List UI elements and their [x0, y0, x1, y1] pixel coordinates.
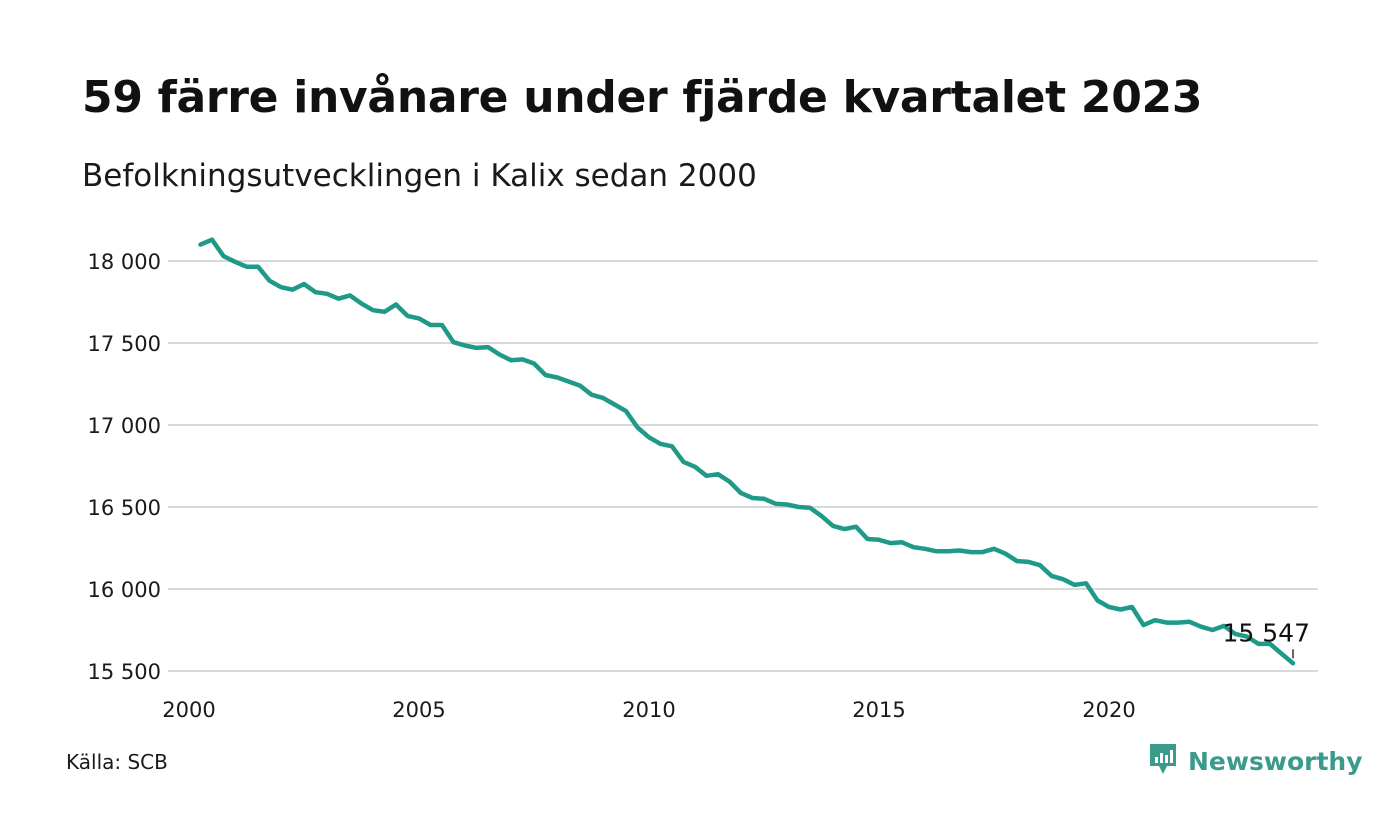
annotation-layer: 15 547 [1223, 618, 1310, 659]
x-tick-label: 2005 [392, 698, 445, 722]
x-tick-label: 2010 [622, 698, 675, 722]
newsworthy-logo-icon [1148, 742, 1178, 780]
end-value-label: 15 547 [1223, 618, 1310, 647]
brand-name: Newsworthy [1188, 746, 1363, 776]
x-tick-label: 2015 [852, 698, 905, 722]
series-layer [198, 237, 1296, 666]
gridlines [168, 260, 1318, 672]
y-tick-label: 16 000 [88, 578, 161, 602]
x-tick-label: 2020 [1082, 698, 1135, 722]
x-axis-tick-labels: 2000 2005 2010 2015 2020 [162, 698, 1135, 722]
logo-bar-3 [1165, 755, 1168, 763]
chart-subtitle: Befolkningsutvecklingen i Kalix sedan 20… [82, 158, 757, 194]
source-note: Källa: SCB [66, 750, 168, 774]
logo-bar-2 [1160, 753, 1163, 763]
y-tick-label: 17 500 [88, 332, 161, 356]
y-tick-label: 17 000 [88, 414, 161, 438]
y-tick-label: 16 500 [88, 496, 161, 520]
series-line [198, 237, 1296, 666]
y-tick-label: 18 000 [88, 250, 161, 274]
y-axis-tick-labels: 15 500 16 000 16 500 17 000 17 500 18 000 [88, 250, 161, 684]
y-tick-label: 15 500 [88, 660, 161, 684]
logo-bar-1 [1155, 757, 1158, 763]
logo-bar-4 [1170, 750, 1173, 763]
chart-title: 59 färre invånare under fjärde kvartalet… [82, 72, 1203, 123]
brand-logo[interactable]: Newsworthy [1148, 742, 1363, 780]
x-tick-label: 2000 [162, 698, 215, 722]
